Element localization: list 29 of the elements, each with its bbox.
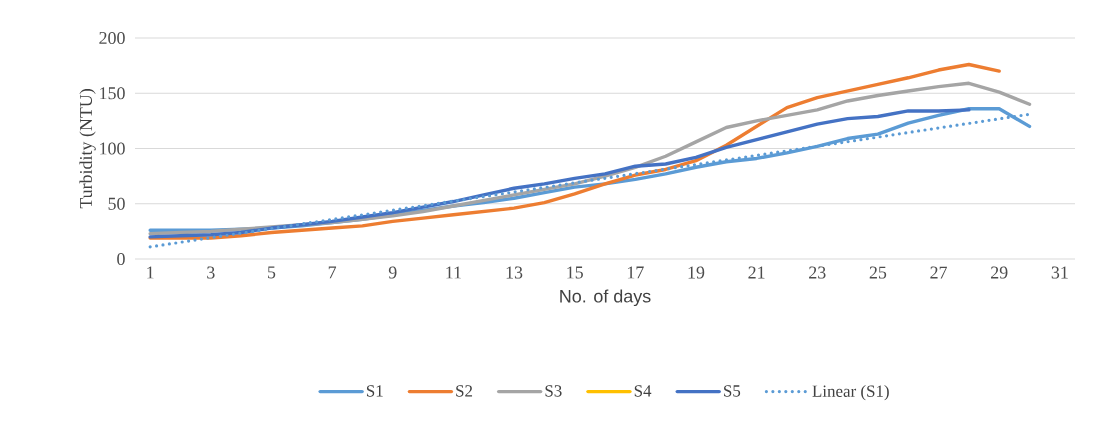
x-tick-label: 5 [268, 266, 276, 279]
x-tick-label: 15 [567, 266, 583, 279]
x-tick-label: 9 [388, 266, 397, 279]
x-tick-label: 7 [328, 266, 337, 279]
x-tick-label: 27 [930, 266, 948, 279]
x-tick-label: 31 [1051, 266, 1068, 279]
x-tick-label: 13 [506, 266, 523, 279]
legend-label: Linear (S1) [812, 384, 889, 401]
legend-label: S1 [366, 385, 383, 397]
y-axis-title: Turbidity (NTU) [79, 89, 96, 209]
x-axis-title: No. of days [560, 289, 651, 307]
x-tick-label: 21 [748, 266, 765, 279]
legend-label: S2 [456, 385, 473, 397]
legend-label: S3 [545, 385, 562, 397]
x-tick-label: 23 [809, 266, 826, 279]
y-tick-label: 0 [117, 252, 125, 266]
y-tick-label: 100 [100, 142, 125, 155]
legend-label: S4 [634, 385, 652, 397]
y-tick-label: 50 [108, 197, 125, 210]
x-tick-label: 3 [207, 266, 215, 279]
legend-label: S5 [724, 385, 741, 397]
x-tick-label: 29 [991, 266, 1008, 279]
y-tick-label: 150 [100, 87, 125, 100]
x-tick-label: 1 [147, 266, 154, 279]
x-tick-label: 19 [688, 266, 705, 279]
y-tick-label: 200 [99, 31, 125, 45]
x-tick-label: 17 [627, 266, 644, 279]
x-tick-label: 25 [869, 266, 887, 279]
x-tick-label: 11 [446, 266, 461, 279]
